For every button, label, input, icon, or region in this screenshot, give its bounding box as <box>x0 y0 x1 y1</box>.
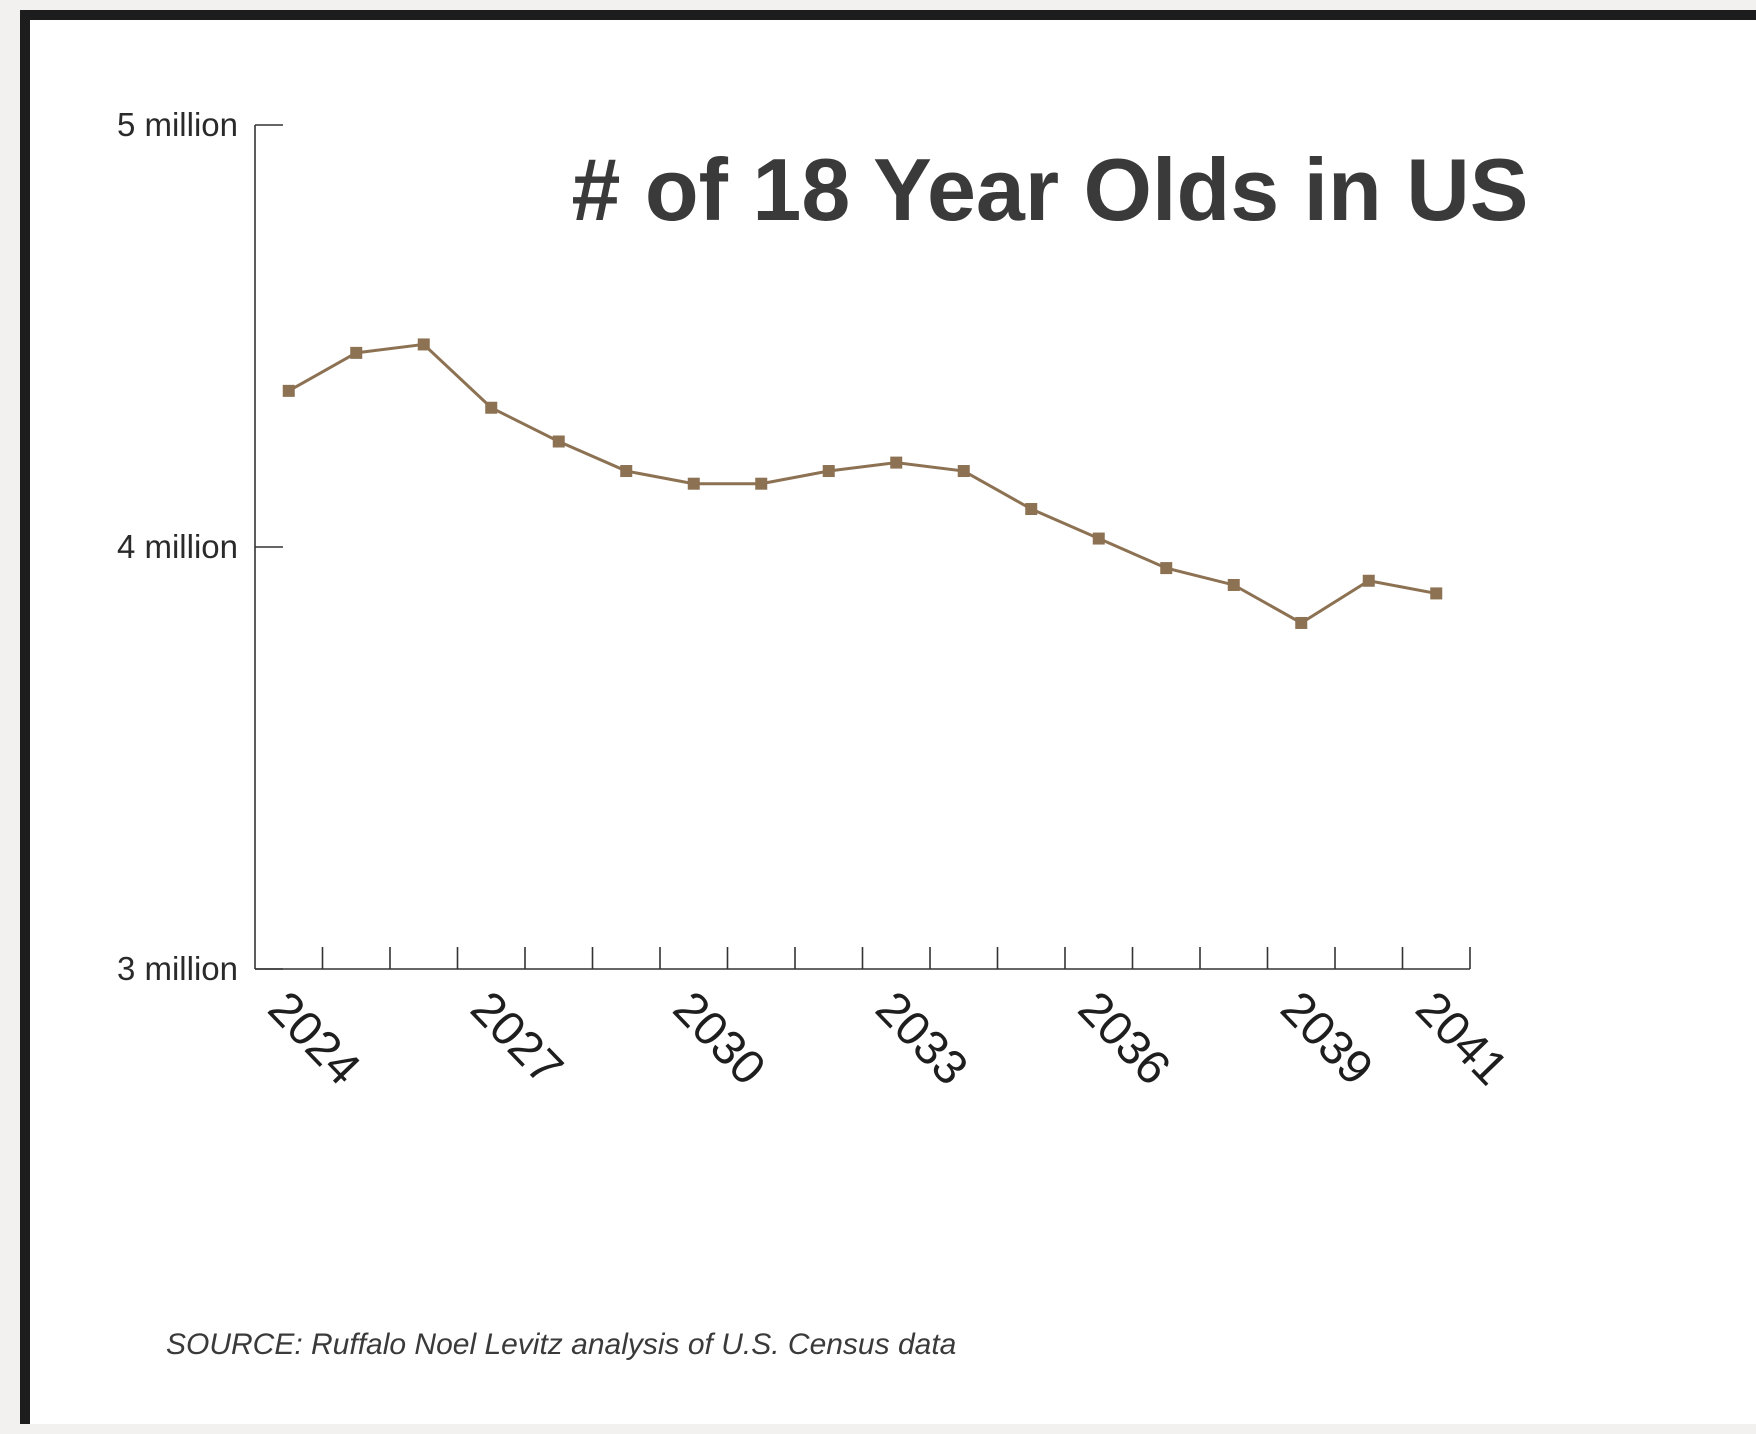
data-point <box>417 338 430 351</box>
x-tick-label: 2039 <box>1270 982 1382 1096</box>
data-point <box>282 384 295 397</box>
x-tick-label: 2041 <box>1405 982 1517 1096</box>
chart-panel: # of 18 Year Olds in US 5 million 4 milli… <box>20 10 1756 1424</box>
x-tick-label: 2024 <box>258 982 370 1096</box>
y-tick-label: 5 million <box>117 106 238 143</box>
y-axis-labels: 5 million 4 million 3 million <box>117 106 238 987</box>
data-point <box>620 465 633 478</box>
chart-axes <box>254 124 1470 970</box>
data-point <box>822 465 835 478</box>
y-tick-label: 3 million <box>117 950 238 987</box>
data-point <box>1025 503 1038 516</box>
chart-title: # of 18 Year Olds in US <box>572 140 1529 239</box>
data-point <box>552 435 565 448</box>
x-tick-label: 2030 <box>663 982 775 1096</box>
x-tick-label: 2033 <box>865 982 977 1096</box>
data-point <box>957 465 970 478</box>
source-note: SOURCE: Ruffalo Noel Levitz analysis of … <box>166 1328 956 1361</box>
data-point <box>485 401 498 414</box>
series-line <box>288 342 1437 625</box>
data-point <box>1295 616 1308 629</box>
data-point <box>1160 562 1173 575</box>
line-chart: # of 18 Year Olds in US 5 million 4 milli… <box>117 106 1529 1361</box>
x-axis-labels: 2024 2027 2030 2033 2036 2039 2041 <box>258 982 1518 1096</box>
data-point <box>350 346 363 359</box>
x-tick-label: 2027 <box>460 982 572 1096</box>
data-point <box>1362 574 1375 587</box>
data-point <box>687 477 700 490</box>
data-point <box>1092 532 1105 545</box>
data-point <box>1430 587 1443 600</box>
x-tick-label: 2036 <box>1068 982 1180 1096</box>
y-tick-label: 4 million <box>117 528 238 565</box>
x-axis-ticks <box>321 947 1471 969</box>
data-point <box>1227 578 1240 591</box>
series <box>282 338 1443 629</box>
data-point <box>890 456 903 469</box>
data-point <box>755 477 768 490</box>
